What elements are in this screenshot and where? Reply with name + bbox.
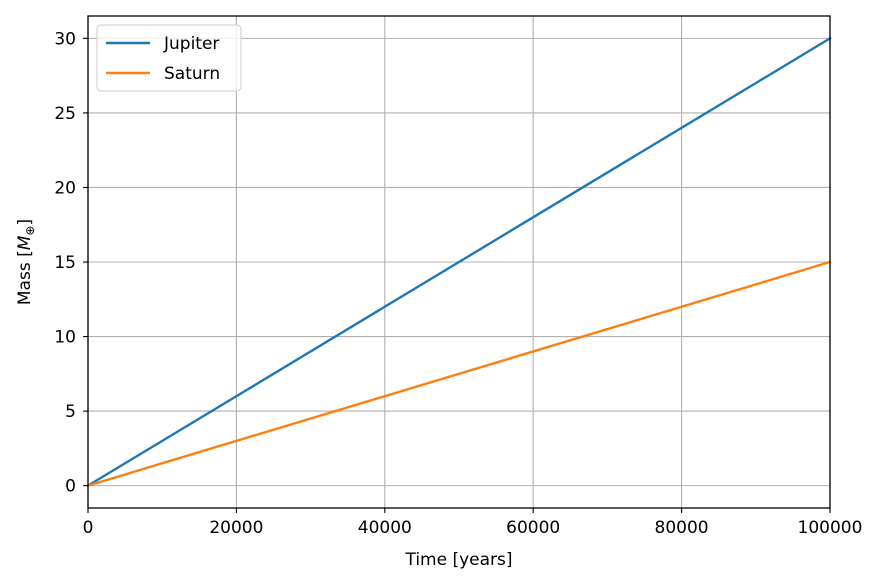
- series-line-jupiter: [86, 36, 832, 488]
- x-axis-label: Time [years]: [404, 550, 512, 570]
- y-axis-label-subscript: ⊕: [23, 226, 37, 236]
- x-tick-label: 40000: [358, 518, 412, 538]
- y-tick-label: 0: [65, 477, 76, 497]
- y-tick-label: 10: [54, 328, 76, 348]
- y-tick-label: 25: [54, 104, 76, 124]
- y-tick-label: 20: [54, 178, 76, 198]
- y-tick-label: 15: [54, 253, 76, 273]
- series-line-saturn: [86, 260, 832, 488]
- series-lines: [86, 36, 832, 488]
- legend-box: [96, 24, 242, 92]
- x-tick-label: 100000: [798, 518, 863, 538]
- x-tick-label: 60000: [506, 518, 560, 538]
- x-tick-label: 20000: [209, 518, 263, 538]
- y-axis-label: Mass [M⊕]: [15, 219, 37, 305]
- legend: Jupiter Saturn: [96, 24, 242, 92]
- x-tick-label: 80000: [655, 518, 709, 538]
- legend-label-saturn: Saturn: [164, 64, 220, 84]
- legend-label-jupiter: Jupiter: [163, 34, 219, 54]
- y-axis-label-prefix: Mass [: [15, 250, 35, 305]
- y-axis-label-symbol: M: [15, 235, 35, 250]
- y-axis-label-suffix: ]: [15, 219, 35, 226]
- x-tick-label: 0: [83, 518, 94, 538]
- axis-ticks: 0 20000 40000 60000 80000 100000 0 5 10 15 20 25 30: [54, 29, 862, 538]
- y-tick-label: 5: [65, 402, 76, 422]
- y-tick-label: 30: [54, 29, 76, 49]
